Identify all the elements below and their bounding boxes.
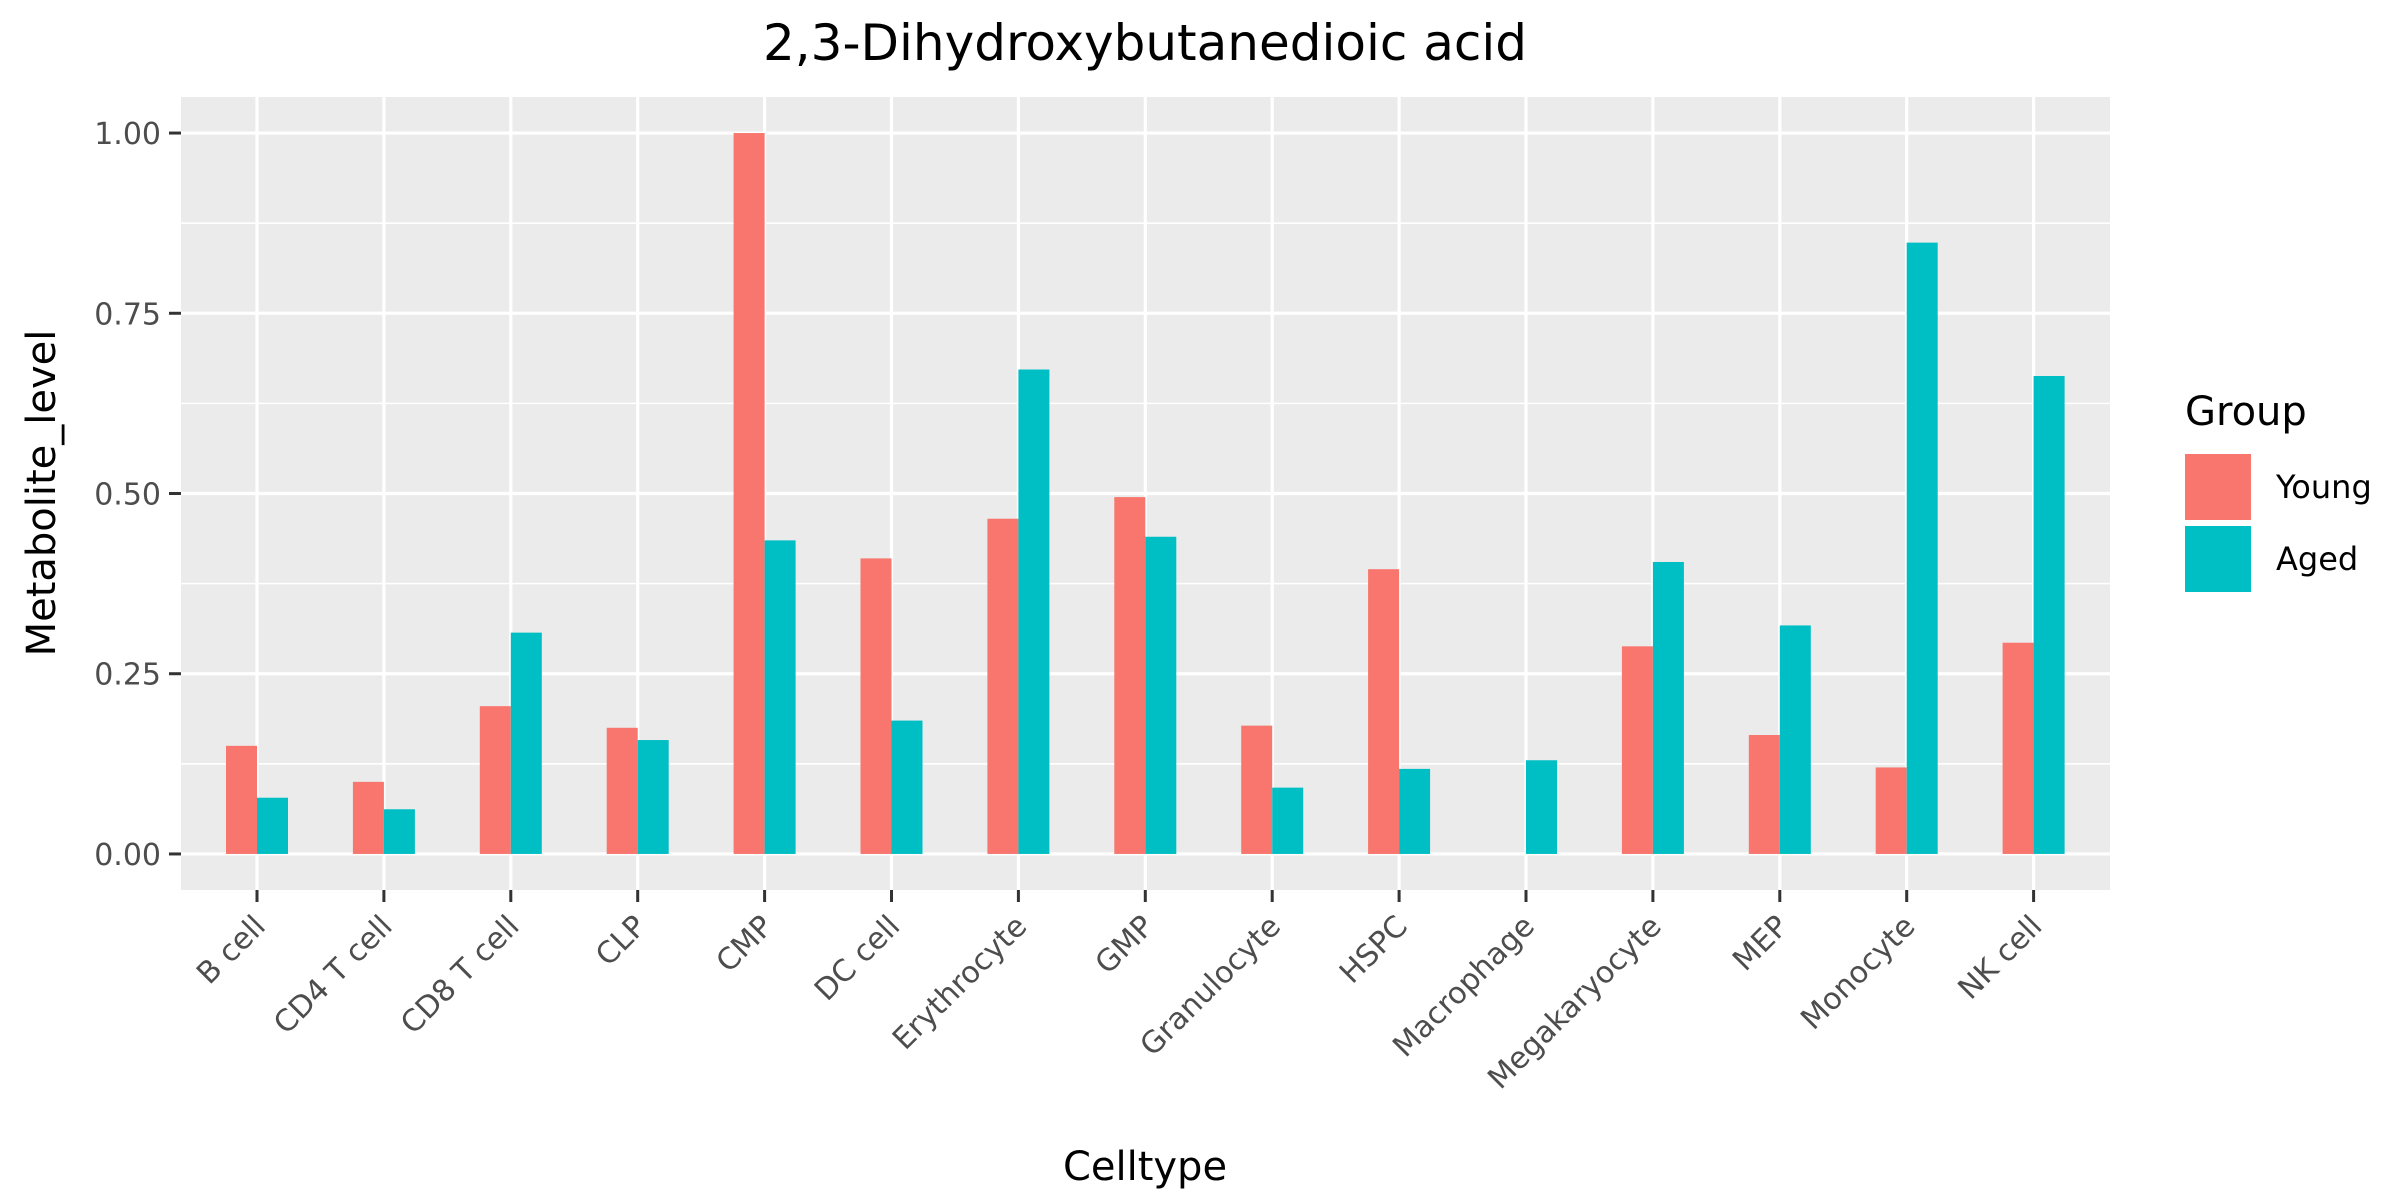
- x-tick-label: CMP: [710, 909, 781, 980]
- legend: Group Young Aged: [2185, 389, 2372, 592]
- bar-aged-mep: [1779, 625, 1811, 854]
- legend-key-aged: [2185, 526, 2251, 592]
- bars: [226, 133, 2065, 854]
- bar-young-dc-cell: [860, 558, 892, 854]
- bar-young-clp: [606, 727, 638, 854]
- bar-young-gmp: [1114, 497, 1146, 854]
- bar-aged-cd4-t-cell: [383, 809, 415, 854]
- bar-aged-cd8-t-cell: [510, 632, 542, 854]
- bar-aged-erythrocyte: [1018, 369, 1050, 854]
- y-axis-title: Metabolite_level: [19, 330, 65, 657]
- bar-aged-cmp: [764, 540, 796, 854]
- legend-items: Young Aged: [2185, 454, 2372, 592]
- bar-young-hspc: [1368, 569, 1400, 854]
- y-tick-label: 0.50: [94, 478, 161, 513]
- bar-young-megakaryocyte: [1621, 646, 1653, 854]
- bar-young-cmp: [733, 133, 765, 854]
- x-tick-label: HSPC: [1333, 909, 1415, 991]
- y-tick-label: 0.75: [94, 297, 161, 332]
- y-tick-label: 1.00: [94, 117, 161, 152]
- x-tick-label: B cell: [190, 909, 273, 992]
- bar-aged-granulocyte: [1272, 787, 1304, 854]
- x-axis-title: Celltype: [1063, 1144, 1227, 1190]
- x-tick-label: CLP: [589, 909, 653, 973]
- bar-young-mep: [1748, 735, 1780, 854]
- bar-aged-monocyte: [1906, 242, 1938, 854]
- bar-young-monocyte: [1875, 767, 1907, 854]
- x-tick-label: CD4 T cell: [267, 909, 399, 1041]
- legend-label-young: Young: [2275, 468, 2372, 506]
- x-tick-label: Monocyte: [1794, 909, 1922, 1037]
- bar-young-b-cell: [226, 745, 257, 854]
- bar-aged-hspc: [1399, 768, 1431, 854]
- legend-key-young: [2185, 454, 2251, 520]
- legend-title: Group: [2185, 389, 2307, 435]
- y-tick-label: 0.00: [94, 838, 161, 873]
- legend-label-aged: Aged: [2276, 540, 2358, 578]
- bar-young-nk-cell: [2002, 642, 2034, 854]
- bar-aged-dc-cell: [891, 720, 923, 854]
- y-axis: 0.00 0.25 0.50 0.75 1.00: [94, 117, 181, 873]
- chart-title: 2,3-Dihydroxybutanedioic acid: [763, 14, 1527, 72]
- x-tick-label: GMP: [1089, 909, 1161, 981]
- bar-aged-clp: [637, 740, 669, 854]
- x-tick-label: Erythrocyte: [886, 909, 1034, 1057]
- bar-aged-nk-cell: [2033, 375, 2065, 854]
- bar-aged-b-cell: [257, 797, 288, 854]
- y-tick-label: 0.25: [94, 658, 161, 693]
- bar-aged-macrophage: [1526, 760, 1557, 854]
- x-tick-label: DC cell: [808, 909, 907, 1008]
- bar-young-cd4-t-cell: [352, 781, 384, 854]
- grid-lines: [181, 97, 2110, 890]
- bar-young-cd8-t-cell: [479, 706, 511, 854]
- x-tick-label: CD8 T cell: [394, 909, 526, 1041]
- bar-young-erythrocyte: [987, 518, 1019, 854]
- x-tick-label: MEP: [1726, 909, 1795, 978]
- bar-aged-gmp: [1145, 536, 1177, 854]
- bar-young-granulocyte: [1241, 725, 1273, 854]
- x-tick-label: NK cell: [1951, 909, 2049, 1007]
- bar-aged-megakaryocyte: [1652, 561, 1684, 854]
